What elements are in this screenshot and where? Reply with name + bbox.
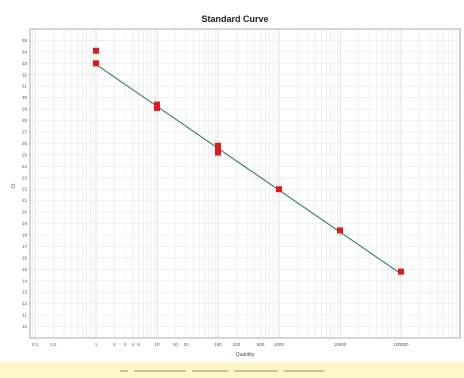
y-tick-label: 16: [22, 255, 28, 260]
data-point: [276, 186, 282, 193]
footer-text-segment: [120, 370, 128, 372]
y-tick-label: 11: [22, 313, 27, 318]
x-axis-label: Quantity: [236, 352, 255, 358]
x-tick-label: 2: [113, 342, 116, 347]
footer-text-segment: [284, 370, 324, 372]
grid-layer: [30, 29, 460, 338]
y-tick-label: 13: [22, 290, 28, 295]
chart-title: Standard Curve: [201, 14, 268, 24]
x-tick-label: 100: [214, 342, 222, 347]
y-tick-label: 21: [22, 198, 28, 203]
data-point: [215, 149, 221, 156]
y-tick-label: 31: [22, 84, 28, 89]
y-tick-label: 22: [22, 187, 28, 192]
x-tick-label: 200: [233, 342, 241, 347]
y-tick-label: 19: [22, 221, 28, 226]
fit-line: [95, 64, 402, 275]
y-tick-label: 23: [22, 175, 28, 180]
y-tick-label: 10: [22, 324, 28, 329]
y-tick-label: 29: [22, 107, 28, 112]
x-tick-label: 3: [124, 342, 127, 347]
y-tick-label: 35: [22, 38, 28, 43]
y-tick-label: 26: [22, 141, 28, 146]
data-point: [93, 47, 99, 54]
data-point: [215, 142, 221, 149]
x-tick-label: 10: [154, 342, 160, 347]
y-tick-label: 15: [22, 267, 28, 272]
y-tick-label: 24: [22, 164, 28, 169]
data-point: [93, 60, 99, 67]
x-tick-label: 1: [95, 342, 98, 347]
x-tick-label: 0.1: [32, 342, 39, 347]
x-tick-label: 0.2: [50, 342, 57, 347]
footer-text-segment: [234, 370, 278, 372]
y-tick-label: 30: [22, 95, 28, 100]
x-tick-label: 1000: [274, 342, 285, 347]
footer-text-blur: [120, 370, 324, 372]
y-tick-label: 20: [22, 210, 28, 215]
x-tick-label: 5: [137, 342, 140, 347]
fit-line-layer: [95, 64, 402, 275]
x-tick-label: 100000: [393, 342, 409, 347]
plot-frame: [29, 28, 461, 339]
data-point: [398, 268, 404, 275]
data-point: [154, 101, 160, 108]
data-point: [154, 104, 160, 111]
y-tick-label: 17: [22, 244, 28, 249]
footer-band: [0, 362, 464, 378]
y-tick-label: 27: [22, 130, 28, 135]
footer-text-segment: [134, 370, 186, 372]
y-axis-label: Ct: [11, 183, 17, 189]
data-point: [337, 227, 343, 234]
data-points: [93, 47, 404, 275]
footer-text-segment: [192, 370, 228, 372]
y-tick-label: 14: [22, 278, 28, 283]
y-tick-label: 28: [22, 118, 28, 123]
y-tick-label: 18: [22, 233, 28, 238]
x-tick-label: 4: [131, 342, 134, 347]
y-tick-label: 12: [22, 301, 28, 306]
x-tick-label: 500: [257, 342, 265, 347]
x-tick-label: 30: [184, 342, 190, 347]
y-tick-label: 33: [22, 61, 28, 66]
x-tick-label: 20: [173, 342, 179, 347]
x-tick-label: 10000: [334, 342, 347, 347]
y-tick-label: 34: [22, 49, 28, 54]
tick-labels: 1011121314151617181920212223242526272829…: [22, 38, 409, 347]
y-tick-label: 25: [22, 152, 28, 157]
y-tick-label: 32: [22, 72, 28, 77]
